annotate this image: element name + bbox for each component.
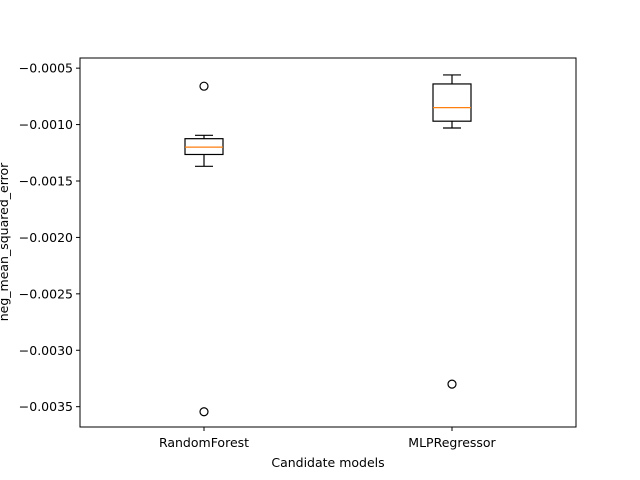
y-tick-label: −0.0020 [19,230,73,245]
y-tick-label: −0.0015 [19,174,73,189]
plot-frame [79,57,577,428]
y-tick-label: −0.0010 [19,117,73,132]
y-axis-label: neg_mean_squared_error [0,162,11,321]
y-tick-label: −0.0005 [19,61,73,76]
y-tick-label: −0.0035 [19,399,73,414]
outlier-point [199,81,209,91]
outlier-point [199,407,209,417]
iqr-box [432,83,472,122]
y-tick-label: −0.0030 [19,343,73,358]
plot-marks [184,74,472,417]
x-tick-label: MLPRegressor [408,435,496,450]
outlier-point [447,379,457,389]
x-axis-label: Candidate models [271,455,384,470]
y-tick-label: −0.0025 [19,286,73,301]
x-tick-label: RandomForest [159,435,249,450]
x-axis: RandomForest MLPRegressor [159,427,497,450]
y-axis: −0.0035 −0.0030 −0.0025 −0.0020 −0.0015 −0.00… [19,61,80,414]
